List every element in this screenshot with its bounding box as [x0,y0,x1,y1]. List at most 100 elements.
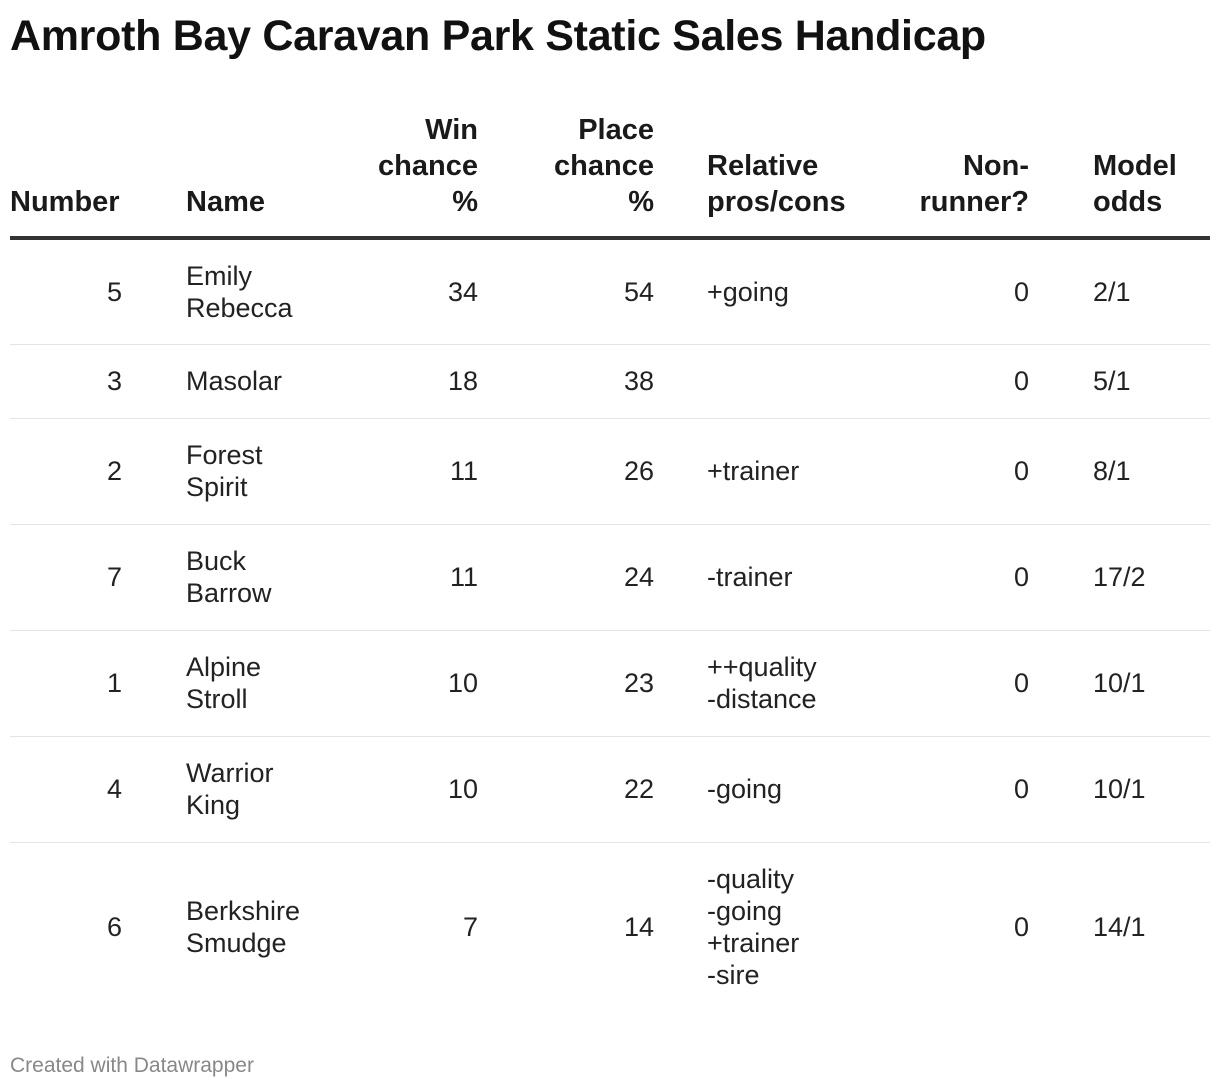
header-place-line: % [628,186,654,218]
header-nonrunner-line: runner? [919,186,1029,218]
horse-name-line: Emily [186,260,252,291]
cell-place-chance: 26 [478,418,654,525]
cell-place-chance: 38 [478,344,654,419]
table-body: 5 Emily Rebecca 34 54 +going 0 2/1 3 Masolar 18 38 0… [10,238,1210,1012]
chart-title: Amroth Bay Caravan Park Static Sales Han… [10,12,986,60]
cell-name: Forest Spirit [177,418,327,525]
cell-model-odds: 2/1 [1029,238,1210,345]
table-row: 4 Warrior King 10 22 -going 0 10/1 [10,736,1210,843]
header-place-chance: Place chance % [478,112,654,240]
cell-non-runner: 0 [854,344,1029,419]
cell-pros-cons: -quality -going +trainer -sire [654,842,854,1012]
cell-model-odds: 8/1 [1029,418,1210,525]
cell-pros-cons: ++quality -distance [654,630,854,737]
horse-name-line: Buck [186,546,247,576]
cell-pros-cons: +going [654,238,854,345]
pros-cons-line: +trainer [707,456,800,486]
cell-place-chance: 14 [623,912,654,943]
cell-number: 5 [10,238,177,345]
cell-non-runner: 0 [854,238,1029,345]
cell-non-runner: 0 [854,736,1029,843]
header-win-line: chance [378,150,478,182]
cell-number: 1 [10,630,177,737]
pros-cons-line: +trainer [707,928,800,959]
cell-win-chance: 7 [462,912,478,943]
cell-name: Masolar [177,344,327,419]
cell-win-chance: 11 [327,524,478,631]
cell-win-chance: 10 [327,630,478,737]
cell-number: 4 [10,736,177,843]
header-place-line: chance [554,150,654,182]
cell-pros-cons: -going [654,736,854,843]
header-win-line: % [452,186,478,218]
cell-number: 2 [10,418,177,525]
horse-name-line: Rebecca [186,292,293,323]
table-row: 7 Buck Barrow 11 24 -trainer 0 17/2 [10,524,1210,631]
pros-cons-line: -trainer [707,562,793,592]
horse-name-line: Berkshire [186,896,301,927]
table-row: 1 Alpine Stroll 10 23 ++quality -distance 0 10/1 [10,630,1210,737]
pros-cons-line: ++quality [707,652,817,682]
pros-cons-line: +going [707,276,789,307]
cell-win-chance: 11 [327,418,478,525]
cell-win-chance: 10 [327,736,478,843]
header-pros-line: Relative [707,150,819,182]
header-name: Name [177,112,327,240]
cell-pros-cons [654,344,854,419]
cell-place-chance: 23 [478,630,654,737]
pros-cons-line: -going [707,896,783,927]
cell-place-chance: 54 [478,238,654,345]
header-number-label: Number [10,186,120,218]
cell-name: Warrior King [177,736,327,843]
header-odds-line: Model [1093,150,1177,182]
header-pros-line: pros/cons [707,186,846,218]
cell-pros-cons: +trainer [654,418,854,525]
handicap-table: Number Name Win chance % Place chance % … [10,112,1210,1012]
cell-name: Buck Barrow [177,524,327,631]
cell-name: Emily Rebecca [177,238,327,345]
header-win-chance: Win chance % [327,112,478,240]
cell-name: Berkshire Smudge [177,842,327,1012]
horse-name-line: Masolar [186,366,283,396]
header-nonrunner-line: Non- [962,150,1029,182]
cell-non-runner: 0 [1013,912,1029,943]
horse-name-line: Barrow [186,578,272,608]
pros-cons-line: -quality [707,864,795,895]
cell-non-runner: 0 [854,418,1029,525]
horse-name-line: King [186,790,241,820]
header-model-odds: Model odds [1029,112,1210,240]
horse-name-line: Spirit [186,472,248,502]
header-pros-cons: Relative pros/cons [654,112,854,240]
cell-model-odds: 5/1 [1029,344,1210,419]
header-row: Number Name Win chance % Place chance % … [10,112,1210,240]
cell-model-odds: 17/2 [1029,524,1210,631]
horse-name-line: Forest [186,440,263,470]
cell-win-chance: 34 [327,238,478,345]
horse-name-line: Warrior [186,758,274,788]
table-row: 2 Forest Spirit 11 26 +trainer 0 8/1 [10,418,1210,525]
horse-name-line: Alpine [186,652,262,682]
cell-number: 6 [106,912,122,943]
pros-cons-line: -distance [707,684,817,714]
table-row: 5 Emily Rebecca 34 54 +going 0 2/1 [10,238,1210,345]
cell-place-chance: 22 [478,736,654,843]
cell-model-odds: 10/1 [1029,736,1210,843]
cell-place-chance: 24 [478,524,654,631]
cell-model-odds: 10/1 [1029,630,1210,737]
table-row: 6 Berkshire Smudge 7 14 -quality -going +traine… [10,842,1210,1012]
header-odds-line: odds [1093,186,1163,218]
cell-non-runner: 0 [854,524,1029,631]
cell-name: Alpine Stroll [177,630,327,737]
header-win-line: Win [425,114,478,146]
header-place-line: Place [578,114,654,146]
cell-win-chance: 18 [327,344,478,419]
pros-cons-line: -sire [707,960,760,991]
footer-credit: Created with Datawrapper [10,1054,254,1077]
horse-name-line: Smudge [186,928,287,959]
header-non-runner: Non- runner? [854,112,1029,240]
cell-number: 7 [10,524,177,631]
header-name-label: Name [186,186,265,218]
cell-model-odds: 14/1 [1093,912,1146,943]
header-number: Number [10,112,177,240]
pros-cons-line: -going [707,774,783,804]
